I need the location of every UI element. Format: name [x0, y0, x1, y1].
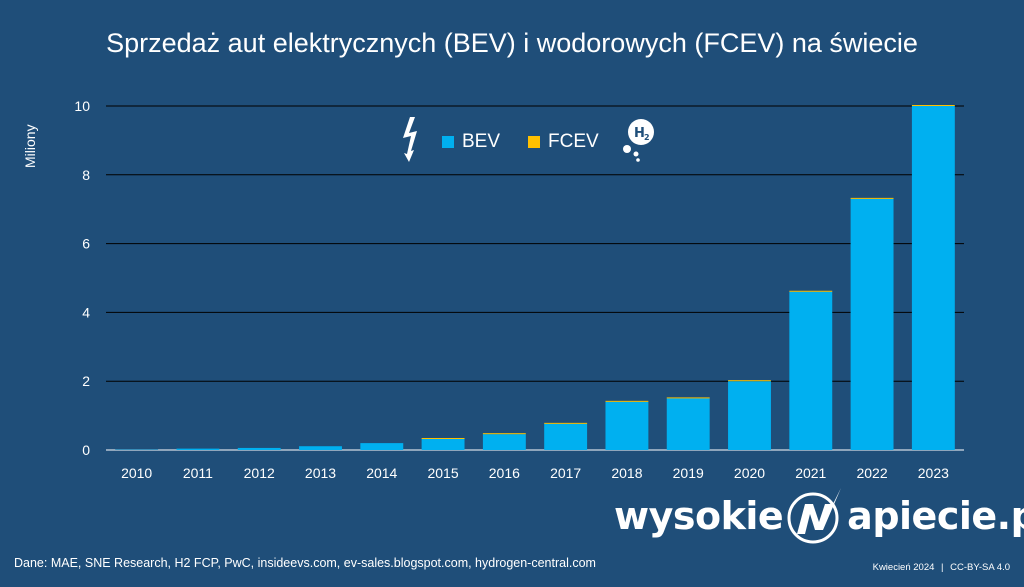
bar-fcev-2016	[482, 433, 526, 435]
bar-bev-2020	[728, 381, 771, 450]
y-tick-label: 0	[82, 442, 90, 458]
x-tick-label: 2014	[366, 465, 397, 481]
bar-bev-2017	[544, 423, 588, 450]
x-tick-label: 2016	[489, 465, 520, 481]
y-tick-label: 4	[82, 304, 90, 320]
x-tick-label: 2022	[856, 465, 887, 481]
x-tick-label: 2020	[734, 465, 765, 481]
lightning-icon	[400, 116, 422, 168]
bars	[115, 105, 955, 450]
bar-fcev-2019	[666, 397, 710, 399]
publish-date: Kwiecień 2024	[872, 562, 935, 573]
bar-bev-2021	[789, 291, 833, 450]
hydrogen-bubbles-icon: H 2	[619, 116, 659, 168]
legend-item-fcev: FCEV	[528, 131, 599, 153]
y-tick-label: 8	[82, 167, 90, 183]
legend: BEV FCEV H 2	[400, 116, 659, 168]
svg-text:2: 2	[644, 133, 650, 142]
x-tick-label: 2013	[305, 465, 336, 481]
y-tick-label: 6	[82, 236, 90, 252]
svg-text:H: H	[634, 126, 645, 141]
bar-fcev-2020	[728, 380, 771, 382]
license: CC-BY-SA 4.0	[950, 562, 1010, 573]
y-axis-ticks: 0 2 4 6 8 10	[74, 98, 90, 458]
x-axis-ticks: 2010 2011 2012 2013 2014 2015 2016 2017 2018 2019…	[121, 465, 949, 481]
date-license: Kwiecień 2024 | CC-BY-SA 4.0	[873, 562, 1010, 573]
x-tick-label: 2021	[795, 465, 826, 481]
x-tick-label: 2012	[244, 465, 275, 481]
x-tick-label: 2015	[427, 465, 458, 481]
bar-bev-2016	[482, 434, 526, 450]
x-tick-label: 2023	[918, 465, 949, 481]
x-tick-label: 2010	[121, 465, 152, 481]
separator: |	[941, 562, 944, 573]
bar-bev-2019	[666, 398, 710, 450]
bar-fcev-2021	[789, 290, 833, 292]
bar-bev-2018	[605, 401, 649, 450]
bar-bev-2013	[299, 446, 342, 450]
brand-logo: wysokie apiecie.pl	[614, 486, 1024, 546]
bar-fcev-2022	[850, 197, 894, 199]
bar-bev-2012	[237, 447, 281, 450]
bar-fcev-2018	[605, 400, 649, 402]
bar-fcev-2015	[421, 437, 465, 439]
legend-item-bev: BEV	[442, 131, 500, 153]
bar-bev-2015	[421, 438, 465, 450]
legend-label-bev: BEV	[462, 131, 501, 152]
bar-bev-2022	[850, 198, 894, 450]
x-tick-label: 2017	[550, 465, 581, 481]
x-tick-label: 2018	[611, 465, 642, 481]
chart-title: Sprzedaż aut elektrycznych (BEV) i wodor…	[106, 28, 918, 58]
bar-bev-2011	[176, 448, 220, 450]
legend-label-fcev: FCEV	[548, 131, 599, 152]
bar-fcev-2017	[544, 422, 588, 424]
bar-bev-2023	[911, 106, 955, 450]
x-tick-label: 2011	[183, 465, 213, 481]
source-note: Dane: MAE, SNE Research, H2 FCP, PwC, in…	[14, 556, 596, 570]
legend-swatch-fcev	[528, 136, 541, 148]
bar-fcev-2023	[911, 105, 955, 106]
brand-text-part2: apiecie.pl	[847, 494, 1024, 538]
y-tick-label: 2	[82, 373, 90, 389]
bar-bev-2014	[360, 443, 404, 450]
y-tick-label: 10	[74, 98, 90, 114]
brand-text-part1: wysokie	[614, 494, 784, 538]
brand-n-lightning-icon	[783, 486, 847, 546]
x-tick-label: 2019	[673, 465, 704, 481]
legend-swatch-bev	[442, 136, 454, 148]
